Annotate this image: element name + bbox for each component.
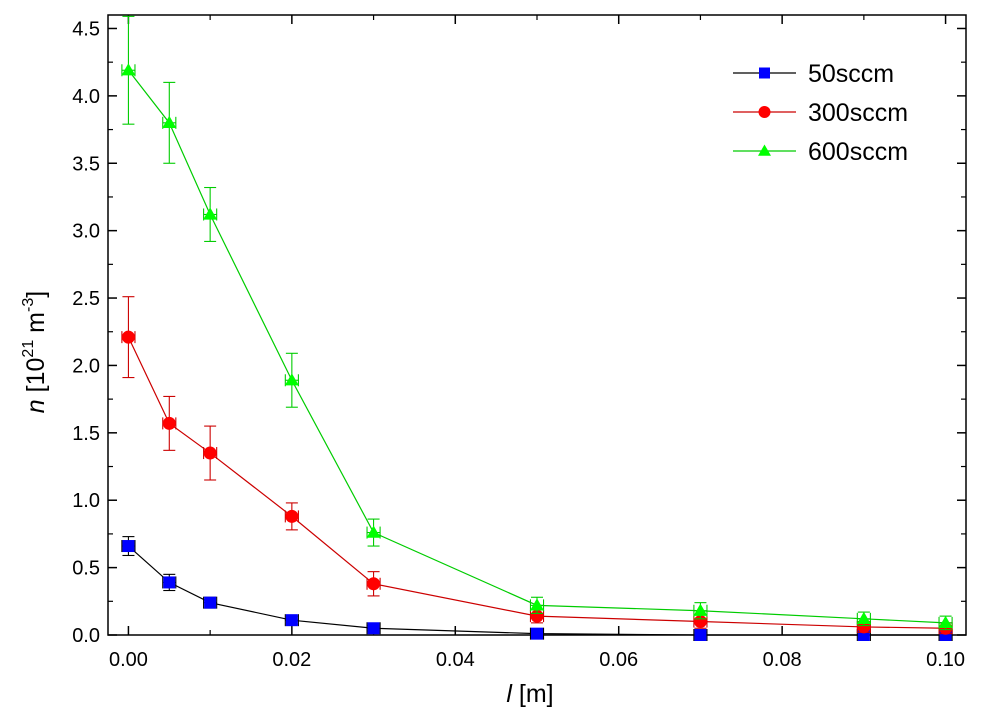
series-line — [127, 336, 946, 629]
axis-ticks: 0.00 0.02 0.04 0.06 0.08 0.10 0.0 0.5 1.0 1.5 2.0 2… — [72, 15, 966, 671]
data-point — [121, 63, 136, 76]
x-tick-label: 0.06 — [599, 649, 638, 671]
data-point — [366, 525, 381, 538]
y-tick-label: 4.0 — [72, 86, 100, 108]
y-tick-label: 3.5 — [72, 153, 100, 175]
series-600sccm — [121, 15, 953, 631]
data-point — [367, 622, 380, 635]
x-tick-label: 0.04 — [436, 649, 475, 671]
legend-label: 50sccm — [808, 60, 894, 88]
y-tick-label: 0.0 — [72, 625, 100, 647]
data-point — [693, 603, 708, 616]
data-point — [203, 446, 217, 460]
y-tick-label: 4.5 — [72, 18, 100, 40]
data-point — [856, 611, 871, 624]
data-point — [203, 207, 218, 220]
plot-area — [121, 15, 953, 641]
data-point — [204, 596, 217, 609]
data-point — [693, 615, 707, 629]
x-tick-label: 0.10 — [926, 649, 965, 671]
x-tick-label: 0.02 — [272, 649, 311, 671]
series-50sccm — [121, 536, 953, 641]
legend-marker — [758, 106, 771, 118]
series-300sccm — [121, 296, 953, 635]
data-point — [938, 615, 953, 628]
data-point — [531, 627, 543, 640]
legend-marker — [759, 67, 770, 79]
legend-label: 300sccm — [808, 99, 908, 127]
data-point — [162, 416, 176, 430]
data-point — [530, 609, 544, 623]
legend-marker — [758, 144, 771, 156]
legend-label: 600sccm — [808, 138, 908, 166]
data-point — [367, 577, 381, 591]
y-tick-label: 1.0 — [72, 490, 100, 512]
y-tick-label: 0.5 — [72, 558, 100, 580]
x-tick-label: 0.00 — [109, 649, 148, 671]
y-tick-label: 2.5 — [72, 288, 100, 310]
data-point — [285, 509, 299, 523]
data-point — [163, 576, 176, 589]
x-tick-label: 0.08 — [763, 649, 802, 671]
y-tick-label: 1.5 — [72, 423, 100, 445]
data-point — [122, 540, 135, 553]
legend: 50sccm 300sccm 600sccm — [733, 60, 908, 166]
y-tick-label: 2.0 — [72, 355, 100, 377]
x-axis-title: l [m] — [506, 680, 553, 708]
y-tick-label: 3.0 — [72, 221, 100, 243]
data-point — [121, 330, 135, 344]
data-point — [694, 629, 707, 641]
y-axis-title: n [1021 m-3] — [20, 291, 50, 413]
data-point — [284, 373, 299, 386]
data-point — [285, 614, 298, 627]
data-point — [530, 598, 544, 611]
data-point — [162, 115, 177, 128]
